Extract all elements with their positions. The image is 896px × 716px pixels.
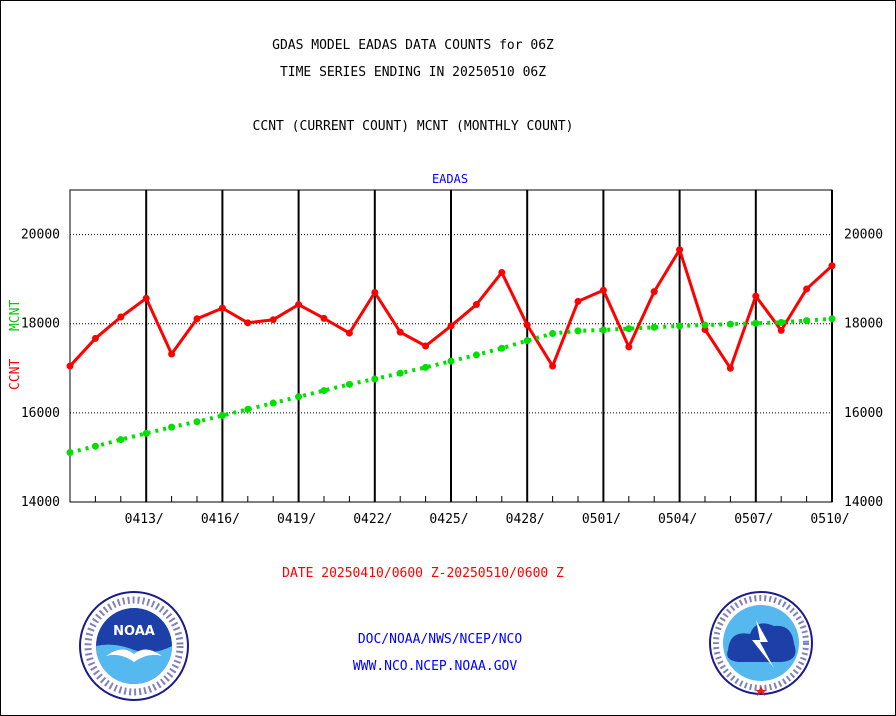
ccnt-data-point [269, 316, 277, 324]
mcnt-data-point [320, 387, 328, 395]
date-range-label: DATE 20250410/0600 Z-20250510/0600 Z [282, 566, 564, 581]
ccnt-data-point [472, 301, 480, 309]
y-tick-label-right: 16000 [844, 406, 883, 421]
x-tick-label: 0507/ [734, 512, 773, 527]
mcnt-data-point [117, 436, 125, 444]
ccnt-data-point [498, 268, 506, 276]
ccnt-data-point [549, 362, 557, 370]
svg-text:NOAA: NOAA [113, 624, 155, 639]
chart-subtitle: CCNT (CURRENT COUNT) MCNT (MONTHLY COUNT… [252, 119, 574, 134]
ccnt-data-point [676, 246, 684, 254]
ccnt-data-point [650, 288, 658, 296]
ccnt-data-point [828, 262, 836, 270]
mcnt-data-point [168, 423, 176, 431]
mcnt-data-point [295, 393, 303, 401]
ccnt-data-point [244, 319, 252, 327]
y-tick-label-right: 20000 [844, 228, 883, 243]
y-tick-label-right: 14000 [844, 495, 883, 510]
mcnt-data-point [549, 330, 557, 338]
mcnt-data-point [218, 412, 226, 420]
x-tick-label: 0413/ [125, 512, 164, 527]
mcnt-data-point [650, 323, 658, 331]
y-tick-label-right: 18000 [844, 317, 883, 332]
mcnt-data-point [726, 320, 734, 328]
ccnt-data-point [803, 285, 811, 293]
ccnt-data-point [117, 313, 125, 321]
mcnt-data-point [676, 322, 684, 330]
mcnt-data-point [66, 449, 74, 457]
mcnt-data-point [752, 319, 760, 327]
mcnt-data-point [371, 375, 379, 383]
ccnt-data-point [168, 350, 176, 358]
footer-org-label: DOC/NOAA/NWS/NCEP/NCO [357, 632, 523, 647]
ccnt-data-point [422, 342, 430, 350]
mcnt-data-point [396, 369, 404, 377]
mcnt-data-point [142, 429, 150, 437]
ccnt-data-point [396, 328, 404, 336]
mcnt-data-point [269, 399, 277, 407]
y-tick-label-left: 18000 [21, 317, 60, 332]
y-tick-label-left: 14000 [21, 495, 60, 510]
mcnt-data-point [345, 380, 353, 388]
footer-website-link[interactable]: WWW.NCO.NCEP.NOAA.GOV [352, 659, 518, 674]
mcnt-data-point [599, 326, 607, 334]
ccnt-data-point [66, 362, 74, 370]
mcnt-data-point [777, 318, 785, 326]
x-tick-label: 0419/ [277, 512, 316, 527]
mcnt-data-point [574, 327, 582, 335]
ccnt-data-point [142, 294, 150, 302]
mcnt-data-point [472, 351, 480, 359]
mcnt-data-point [498, 344, 506, 352]
ccnt-data-point [295, 301, 303, 309]
ccnt-data-point [726, 364, 734, 372]
mcnt-data-point [91, 442, 99, 450]
x-tick-label: 0422/ [353, 512, 392, 527]
noaa-logo: NOAA [79, 591, 189, 701]
mcnt-data-point [523, 337, 531, 345]
x-tick-label: 0510/ [810, 512, 849, 527]
ccnt-data-point [752, 292, 760, 300]
ccnt-data-point [777, 326, 785, 334]
ccnt-data-point [574, 297, 582, 305]
mcnt-data-point [244, 405, 252, 413]
y-tick-label-left: 16000 [21, 406, 60, 421]
ccnt-data-point [447, 322, 455, 330]
mcnt-data-point [803, 317, 811, 325]
chart-title-line2: TIME SERIES ENDING IN 20250510 06Z [279, 65, 547, 80]
x-tick-label: 0425/ [429, 512, 468, 527]
mcnt-data-point [422, 363, 430, 371]
ccnt-data-point [320, 314, 328, 322]
x-tick-label: 0501/ [582, 512, 621, 527]
ccnt-data-point [523, 321, 531, 329]
x-tick-label: 0504/ [658, 512, 697, 527]
panel-title: EADAS [431, 172, 469, 186]
mcnt-data-point [625, 325, 633, 333]
national-weather-service-logo [709, 591, 813, 696]
x-tick-label: 0428/ [506, 512, 545, 527]
mcnt-data-point [828, 315, 836, 323]
mcnt-data-point [701, 321, 709, 329]
ccnt-data-point [625, 343, 633, 351]
ccnt-data-point [345, 329, 353, 337]
ccnt-data-point [599, 286, 607, 294]
ccnt-data-point [91, 334, 99, 342]
x-tick-label: 0416/ [201, 512, 240, 527]
y-tick-label-left: 20000 [21, 228, 60, 243]
chart-title-line1: GDAS MODEL EADAS DATA COUNTS for 06Z [272, 38, 554, 53]
ccnt-data-point [218, 304, 226, 312]
mcnt-data-point [447, 357, 455, 365]
ccnt-data-point [371, 289, 379, 297]
mcnt-data-point [193, 418, 201, 426]
ccnt-data-point [193, 315, 201, 323]
